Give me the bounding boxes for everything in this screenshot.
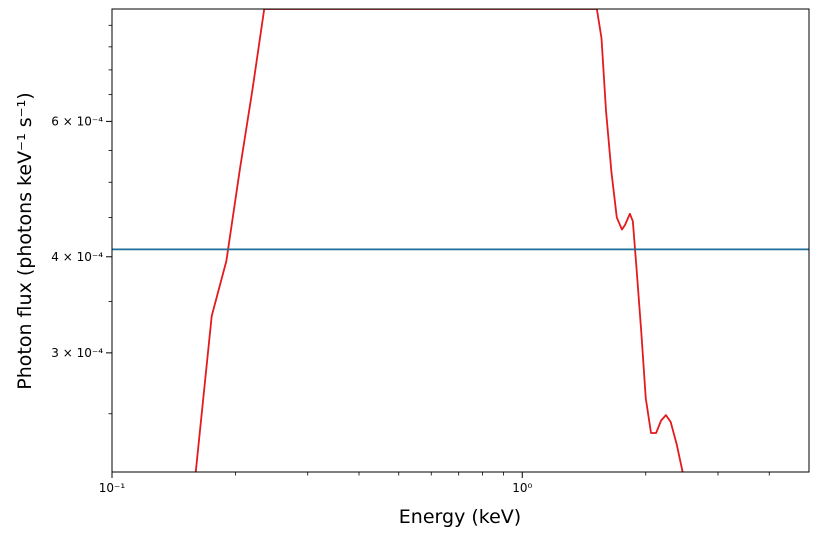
x-tick-label: 10⁻¹ <box>99 481 126 495</box>
y-tick-label: 6 × 10⁻⁴ <box>51 114 103 128</box>
y-axis-ticks: 3 × 10⁻⁴ 4 × 10⁻⁴ 6 × 10⁻⁴ <box>51 24 112 415</box>
series-layer <box>112 9 809 472</box>
x-axis-label: Energy (keV) <box>399 506 521 528</box>
plot-frame <box>111 8 810 473</box>
series-line-1 <box>194 9 684 472</box>
y-tick-label: 3 × 10⁻⁴ <box>51 346 103 360</box>
y-axis-label: Photon flux (photons keV⁻¹ s⁻¹) <box>14 92 36 389</box>
y-tick-label: 4 × 10⁻⁴ <box>51 250 103 264</box>
x-axis-ticks: 10⁻¹ 10⁰ <box>99 472 770 495</box>
x-tick-label: 10⁰ <box>512 481 532 495</box>
plot-area <box>112 9 809 472</box>
